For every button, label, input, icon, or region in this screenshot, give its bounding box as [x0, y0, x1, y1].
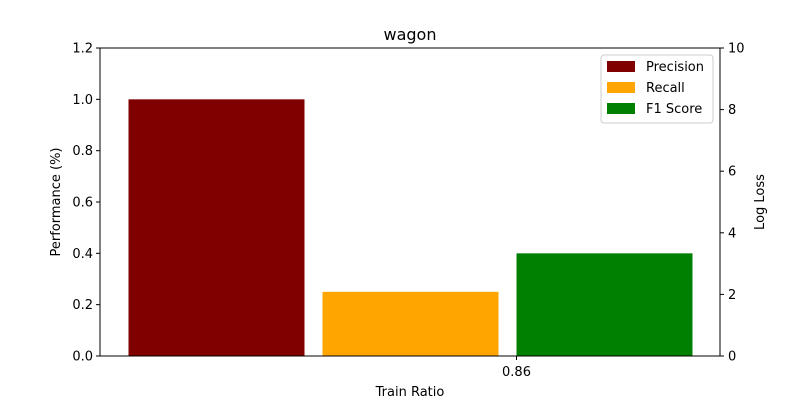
right-y-axis-label: Log Loss: [753, 174, 768, 230]
legend-swatch: [607, 82, 635, 93]
right-y-tick-label: 8: [728, 103, 736, 118]
right-y-tick-label: 0: [728, 350, 736, 365]
right-y-tick-label: 4: [728, 226, 736, 241]
legend-label: Precision: [646, 60, 704, 75]
right-y-tick-label: 10: [728, 42, 745, 57]
y-tick-label: 0.6: [72, 196, 93, 211]
left-y-axis: 0.0 0.2 0.4 0.6 0.8 1.0 1.2: [72, 42, 100, 365]
y-tick-label: 0.0: [72, 350, 93, 365]
y-tick-label: 1.2: [72, 42, 93, 57]
bar-recall: [322, 291, 499, 356]
bars-group: [128, 99, 693, 356]
bar-f1-score: [516, 253, 693, 356]
right-y-axis: 0 2 4 6 8 10: [720, 42, 745, 365]
bar-precision: [128, 99, 305, 356]
y-axis-label: Performance (%): [49, 147, 64, 256]
right-y-tick-label: 2: [728, 288, 736, 303]
legend: Precision Recall F1 Score: [600, 54, 714, 124]
y-tick-label: 0.2: [72, 298, 93, 313]
y-tick-label: 0.8: [72, 144, 93, 159]
x-axis: 0.86: [502, 356, 531, 380]
legend-swatch: [607, 61, 635, 72]
y-tick-label: 1.0: [72, 93, 93, 108]
y-tick-label: 0.4: [72, 247, 93, 262]
chart-title: wagon: [384, 25, 437, 44]
legend-label: F1 Score: [646, 102, 702, 117]
x-axis-label: Train Ratio: [375, 385, 445, 400]
right-y-tick-label: 6: [728, 165, 736, 180]
x-tick-label: 0.86: [502, 365, 531, 380]
legend-swatch: [607, 103, 635, 114]
legend-label: Recall: [646, 81, 685, 96]
